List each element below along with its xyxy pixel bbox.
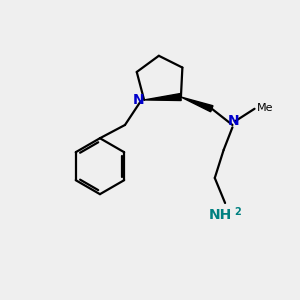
Text: Me: Me: [257, 103, 273, 113]
Text: NH: NH: [209, 208, 232, 222]
Text: N: N: [133, 93, 145, 107]
Polygon shape: [181, 97, 213, 112]
Polygon shape: [144, 94, 181, 100]
Text: 2: 2: [234, 207, 241, 218]
Text: N: N: [228, 114, 240, 128]
